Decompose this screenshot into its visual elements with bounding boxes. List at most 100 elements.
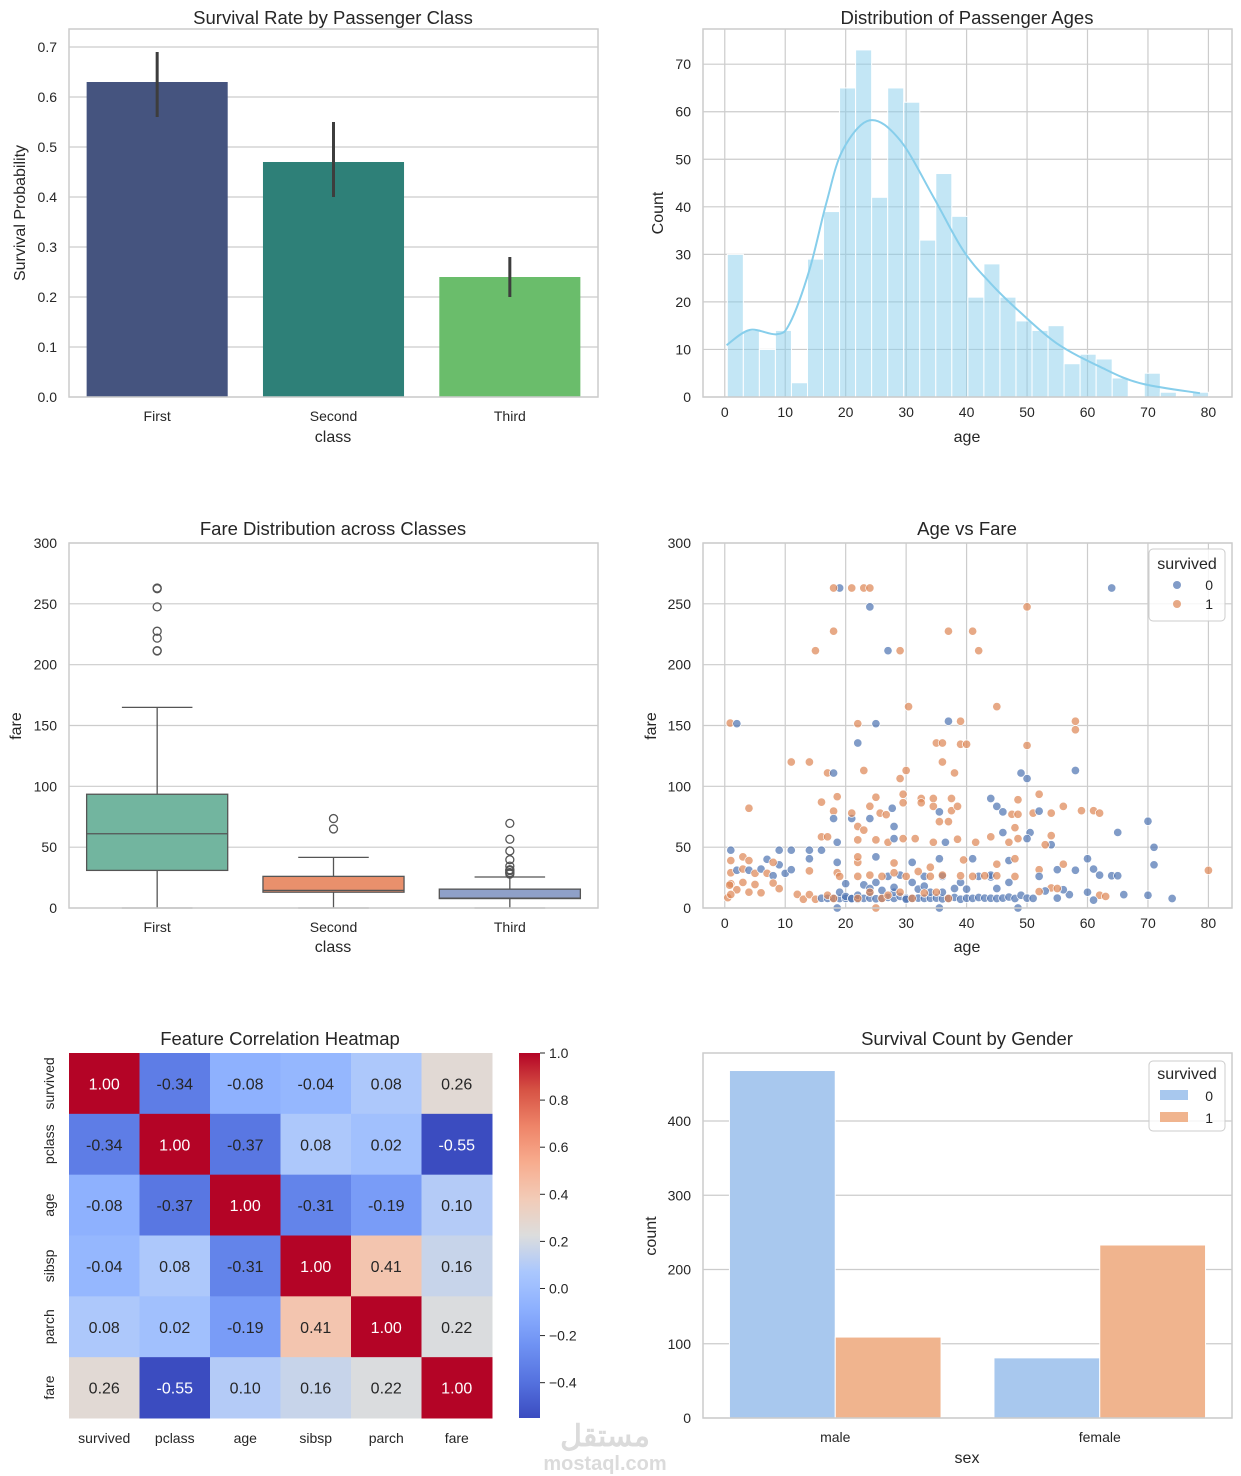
- x-tick-label: 20: [838, 915, 854, 931]
- outlier-point: [505, 865, 515, 875]
- scatter-point: [992, 801, 1002, 811]
- scatter-point: [1113, 827, 1123, 837]
- x-tick-label: female: [1079, 1429, 1121, 1445]
- scatter-point: [1070, 765, 1080, 776]
- scatter-point: [1070, 865, 1080, 875]
- scatter-point: [1076, 806, 1087, 816]
- scatter-point: [804, 757, 814, 767]
- x-axis-label: class: [315, 429, 351, 446]
- bar-female-survived-1: [1099, 1244, 1207, 1419]
- scatter-point: [816, 845, 827, 855]
- scatter-point: [1022, 834, 1032, 844]
- cell-value: -0.37: [227, 1137, 264, 1154]
- age-histogram-chart: 0 10 20 30 40 50 60 70 0 10 20 30 40 50 60 70 80 Distribu…: [650, 7, 1233, 446]
- outlier-point: [505, 834, 515, 844]
- colorbar: [519, 1053, 540, 1418]
- outlier-point: [152, 583, 162, 593]
- scatter-point: [847, 808, 857, 818]
- scatter-point: [916, 798, 926, 808]
- bar-male-survived-0: [728, 1070, 836, 1419]
- heatmap-cell: [351, 1053, 422, 1115]
- scatter-point: [986, 832, 996, 842]
- heatmap-cell: [280, 1235, 352, 1297]
- y-tick-label: 0: [49, 900, 57, 916]
- y-tick-label: 300: [34, 535, 58, 551]
- legend-marker: [1173, 600, 1181, 608]
- y-tick-label: 0.0: [38, 389, 58, 405]
- scatter-point: [786, 845, 796, 855]
- scatter-point: [1052, 893, 1062, 903]
- x-tick-label: 10: [777, 915, 793, 931]
- scatter-point: [726, 855, 736, 866]
- scatter-point: [895, 773, 905, 784]
- y-tick-label: 0.4: [38, 189, 58, 205]
- x-tick-label: 40: [959, 915, 975, 931]
- scatter-point: [1034, 887, 1044, 897]
- cell-value: 0.08: [159, 1259, 190, 1276]
- scatter-point: [1167, 893, 1177, 904]
- scatter-point: [901, 871, 911, 881]
- chart-title: Age vs Fare: [917, 518, 1017, 539]
- scatter-point: [940, 837, 950, 847]
- x-axis-label: age: [954, 429, 981, 446]
- scatter-point: [934, 817, 944, 827]
- x-axis-label: class: [315, 939, 351, 956]
- scatter-point: [871, 877, 881, 887]
- cell-value: 0.02: [159, 1320, 190, 1337]
- y-tick-label: 0: [683, 389, 691, 405]
- scatter-point: [959, 855, 969, 865]
- x-tick-label: Second: [310, 408, 357, 424]
- legend-label: 0: [1205, 577, 1213, 593]
- x-tick-label: 50: [1019, 404, 1035, 420]
- scatter-point: [816, 797, 827, 807]
- x-tick-label: 80: [1201, 404, 1217, 420]
- scatter-point: [1016, 768, 1026, 778]
- y-tick-label: 50: [675, 839, 691, 855]
- scatter-point: [907, 893, 917, 903]
- scatter-point: [962, 884, 972, 894]
- scatter-point: [968, 871, 978, 881]
- scatter-point: [925, 862, 935, 872]
- scatter-point: [910, 834, 920, 844]
- x-tick-label: 70: [1140, 915, 1156, 931]
- bar-male-survived-1: [834, 1336, 942, 1419]
- chart-title: Feature Correlation Heatmap: [160, 1028, 400, 1049]
- scatter-point: [907, 877, 917, 887]
- scatter-point: [829, 626, 839, 636]
- heatmap-cell: [421, 1235, 493, 1297]
- scatter-point: [853, 871, 863, 881]
- outlier-point: [505, 818, 515, 829]
- x-tick-label: Third: [494, 919, 526, 935]
- heatmap-cell: [421, 1296, 493, 1358]
- heatmap-cell: [421, 1174, 493, 1236]
- scatter-point: [732, 719, 742, 729]
- scatter-point: [949, 883, 960, 894]
- scatter-point: [1143, 816, 1153, 826]
- scatter-point: [1004, 877, 1014, 887]
- heatmap-cell: [210, 1235, 281, 1297]
- legend-title: survived: [1157, 556, 1217, 573]
- scatter-point: [889, 858, 899, 868]
- chart-title: Survival Count by Gender: [861, 1028, 1073, 1049]
- scatter-point: [822, 832, 833, 842]
- scatter-point: [1010, 823, 1020, 833]
- cell-value: 0.22: [441, 1320, 472, 1337]
- scatter-point: [853, 719, 863, 729]
- y-tick-label: 30: [675, 246, 691, 262]
- scatter-point: [919, 888, 929, 898]
- y-tick-label: parch: [41, 1309, 57, 1344]
- legend-label: 1: [1205, 1110, 1213, 1126]
- histogram-bar: [806, 258, 825, 398]
- legend-title: survived: [1157, 1066, 1217, 1083]
- heatmap-cell: [69, 1113, 140, 1176]
- scatter-point: [832, 792, 842, 802]
- scatter-point: [1052, 883, 1062, 894]
- scatter-point: [829, 893, 839, 904]
- watermark-logo: مستقل mostaql.com: [543, 1420, 666, 1475]
- scatter-point: [907, 857, 917, 867]
- scatter-point: [877, 871, 887, 881]
- histogram-bar: [903, 101, 921, 398]
- scatter-point: [937, 757, 947, 767]
- x-tick-label: male: [820, 1429, 851, 1445]
